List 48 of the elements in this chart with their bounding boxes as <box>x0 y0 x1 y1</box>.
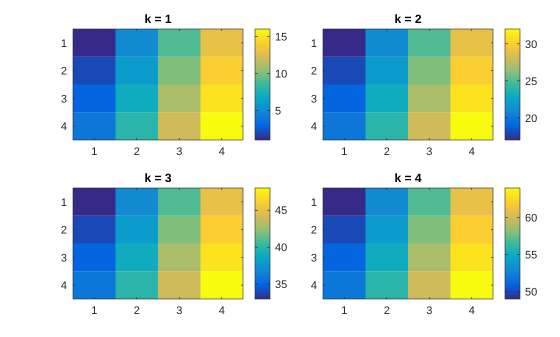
x-tick-label: 1 <box>91 305 98 317</box>
color-bar-label: 15 <box>275 31 288 44</box>
color-bar-label: 40 <box>275 242 288 254</box>
color-bar-label: 35 <box>275 279 288 292</box>
x-tick-label: 3 <box>426 305 432 317</box>
y-tick-label: 3 <box>60 93 67 106</box>
y-tick-label: 1 <box>60 38 67 50</box>
x-tick-label: 4 <box>468 305 475 317</box>
y-tick-label: 1 <box>310 196 317 209</box>
y-tick-label: 3 <box>60 252 67 264</box>
color-bar-label: 5 <box>275 105 282 118</box>
color-bar-label: 50 <box>525 286 538 299</box>
y-tick-label: 4 <box>310 121 317 134</box>
color-bar-label: 55 <box>525 250 538 262</box>
chart-title: k = 4 <box>394 171 422 185</box>
y-tick-label: 4 <box>60 280 67 292</box>
y-tick-label: 2 <box>60 224 67 237</box>
x-tick-label: 3 <box>176 305 182 317</box>
chart-title: k = 1 <box>144 12 172 26</box>
chart-title: k = 2 <box>394 12 422 26</box>
x-tick-label: 2 <box>384 146 390 158</box>
color-bar-label: 60 <box>525 212 538 225</box>
color-bar-label: 20 <box>525 112 538 125</box>
x-tick-label: 1 <box>91 146 98 158</box>
y-tick-label: 2 <box>310 224 317 237</box>
y-tick-label: 4 <box>310 280 317 292</box>
x-tick-label: 2 <box>134 305 140 317</box>
x-tick-label: 3 <box>426 146 432 158</box>
x-tick-label: 4 <box>468 146 475 158</box>
color-bar-label: 10 <box>275 68 288 80</box>
x-tick-label: 2 <box>384 305 390 317</box>
x-tick-label: 3 <box>176 146 182 158</box>
y-tick-label: 1 <box>60 196 67 209</box>
color-bar-label: 45 <box>275 205 288 218</box>
x-tick-label: 4 <box>218 305 225 317</box>
x-tick-label: 1 <box>341 146 348 158</box>
color-bar-label: 25 <box>525 76 538 88</box>
y-tick-label: 3 <box>310 252 317 264</box>
y-tick-label: 4 <box>60 121 67 134</box>
y-tick-label: 1 <box>310 38 317 50</box>
y-tick-label: 2 <box>310 66 317 78</box>
chart-title: k = 3 <box>144 171 172 185</box>
x-tick-label: 1 <box>341 305 348 317</box>
y-tick-label: 2 <box>60 66 67 78</box>
y-tick-label: 3 <box>310 93 317 106</box>
x-tick-label: 2 <box>134 146 140 158</box>
color-bar-label: 30 <box>525 38 538 51</box>
x-tick-label: 4 <box>218 146 225 158</box>
